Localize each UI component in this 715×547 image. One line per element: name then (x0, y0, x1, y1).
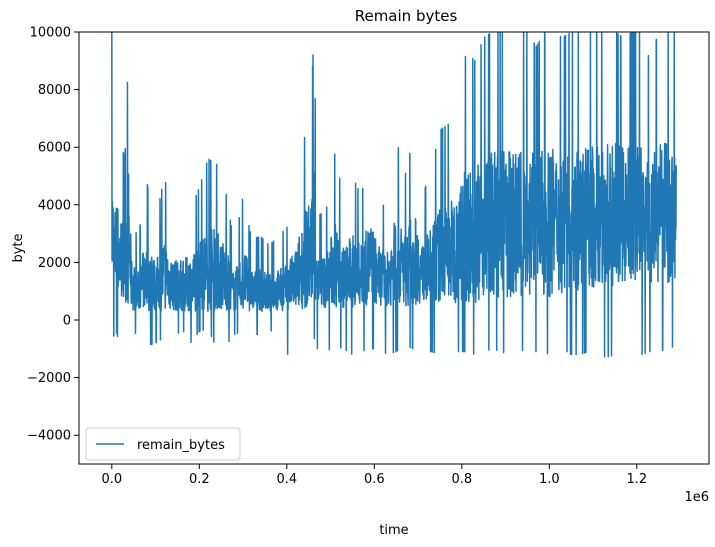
x-axis-offset-label: 1e6 (684, 490, 709, 505)
y-tick-label: 0 (63, 314, 71, 329)
x-tick-label: 0.2 (189, 472, 210, 487)
plot-frame (78, 31, 710, 465)
chart-title: Remain bytes (355, 7, 458, 25)
x-axis-label: time (379, 523, 408, 538)
y-axis-ticks: −4000 −2000 0 2000 4000 6000 8000 10000 (27, 26, 79, 444)
x-tick-label: 0.6 (364, 472, 385, 487)
x-tick-label: 0.8 (451, 472, 472, 487)
y-tick-label: −4000 (27, 429, 71, 444)
plot-area (78, 31, 710, 465)
legend-box (85, 427, 241, 461)
x-tick-label: 0.0 (101, 472, 122, 487)
x-tick-label: 0.4 (276, 472, 297, 487)
x-tick-label: 1.0 (539, 472, 560, 487)
y-tick-label: 2000 (38, 256, 71, 271)
y-tick-label: 4000 (38, 198, 71, 213)
series-line-remain-bytes (111, 32, 677, 358)
series-layer (111, 32, 677, 358)
legend: remain_bytes (85, 427, 241, 461)
y-tick-label: 6000 (38, 141, 71, 156)
y-tick-label: 8000 (38, 83, 71, 98)
y-tick-label: −2000 (27, 371, 71, 386)
y-axis-label: byte (11, 233, 26, 262)
y-tick-label: 10000 (30, 26, 71, 41)
legend-label-remain-bytes: remain_bytes (137, 438, 225, 453)
x-tick-label: 1.2 (626, 472, 647, 487)
x-axis-ticks: 0.0 0.2 0.4 0.6 0.8 1.0 1.2 (101, 464, 647, 487)
